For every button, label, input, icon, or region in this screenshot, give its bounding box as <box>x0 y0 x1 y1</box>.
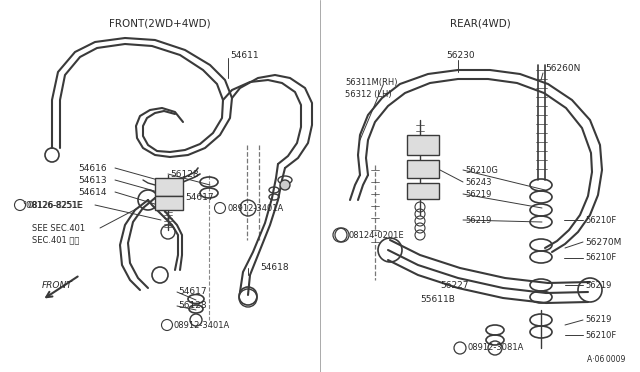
Text: 55611B: 55611B <box>420 295 455 305</box>
Bar <box>155 178 183 196</box>
Text: 56219: 56219 <box>465 189 492 199</box>
Text: REAR(4WD): REAR(4WD) <box>450 18 510 28</box>
Text: 54618: 54618 <box>260 263 289 273</box>
Text: 08124-0201E: 08124-0201E <box>349 231 404 240</box>
Circle shape <box>280 180 290 190</box>
Text: 08912-3081A: 08912-3081A <box>468 343 524 353</box>
Text: 56210G: 56210G <box>465 166 498 174</box>
Text: 56128: 56128 <box>170 170 198 179</box>
Text: 56219: 56219 <box>585 280 611 289</box>
Text: 54617: 54617 <box>185 192 214 202</box>
Text: 54614: 54614 <box>78 187 106 196</box>
Text: 54617: 54617 <box>178 288 207 296</box>
Text: 54611: 54611 <box>230 51 259 60</box>
Bar <box>407 135 439 155</box>
Text: 56210F: 56210F <box>585 330 616 340</box>
Text: 56210F: 56210F <box>585 215 616 224</box>
Text: 56270M: 56270M <box>585 237 621 247</box>
Text: SEC.401 参照: SEC.401 参照 <box>32 235 79 244</box>
Text: FRONT(2WD+4WD): FRONT(2WD+4WD) <box>109 18 211 28</box>
Bar <box>155 196 183 210</box>
Text: 56312 (LH): 56312 (LH) <box>345 90 392 99</box>
Text: 56227: 56227 <box>440 280 468 289</box>
Text: °08126-8251E: °08126-8251E <box>22 201 82 209</box>
Text: 54616: 54616 <box>78 164 107 173</box>
Text: 56210F: 56210F <box>585 253 616 263</box>
Text: SEE SEC.401: SEE SEC.401 <box>32 224 85 232</box>
Text: 54613: 54613 <box>78 176 107 185</box>
Text: 56219: 56219 <box>585 315 611 324</box>
Bar <box>407 183 439 199</box>
Text: 08912-3401A: 08912-3401A <box>227 203 284 212</box>
Text: 56128: 56128 <box>178 301 207 311</box>
Text: 56219: 56219 <box>465 215 492 224</box>
Text: 56311M(RH): 56311M(RH) <box>345 77 397 87</box>
Text: 08126-8251E: 08126-8251E <box>27 201 83 209</box>
Text: 08912-3401A: 08912-3401A <box>174 321 230 330</box>
Bar <box>407 160 439 178</box>
Text: FRONT: FRONT <box>42 282 73 291</box>
Text: 56260N: 56260N <box>545 64 580 73</box>
Text: 56230: 56230 <box>446 51 475 60</box>
Text: A·06 0009: A·06 0009 <box>587 356 625 365</box>
Text: 56243: 56243 <box>465 177 492 186</box>
